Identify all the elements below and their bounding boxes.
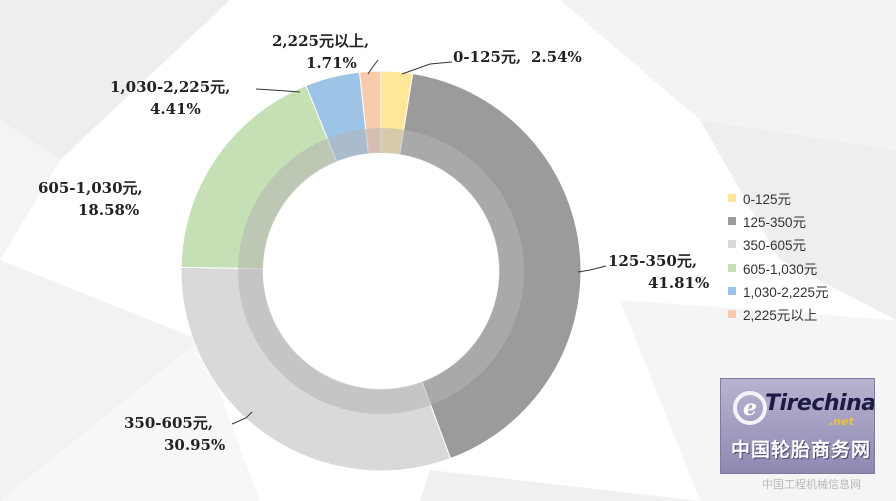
legend-swatch	[728, 263, 736, 272]
legend-label: 350-605元	[743, 238, 807, 254]
legend-item: 2,225元以上	[728, 302, 829, 325]
slice-label-percent: 1.71%	[306, 54, 357, 72]
legend-item: 605-1,030元	[728, 256, 829, 279]
slice-labels: 0-125元, 2.54% 125-350元, 41.81% 350-605元, 30.9…	[38, 32, 709, 454]
legend-swatch	[728, 310, 736, 319]
slice-label-category: 605-1,030元,	[38, 179, 143, 197]
leader-line	[255, 88, 301, 93]
slice-label: 0-125元, 2.54%	[453, 48, 582, 66]
slice-label-percent: 2.54%	[531, 48, 582, 66]
legend-label: 1,030-2,225元	[743, 284, 829, 300]
slice-label: 1,030-2,225元, 4.41%	[110, 78, 230, 118]
logo-e-mark: e	[733, 391, 767, 425]
slice-label: 605-1,030元, 18.58%	[38, 179, 143, 219]
logo-brand: Tirechina	[765, 391, 875, 416]
legend-item: 1,030-2,225元	[728, 279, 829, 302]
legend-item: 125-350元	[728, 209, 829, 232]
legend-label: 125-350元	[743, 214, 807, 230]
tirechina-logo: e Tirechina .net 中国轮胎商务网	[720, 378, 875, 474]
legend-label: 605-1,030元	[743, 261, 818, 277]
legend-swatch	[728, 240, 736, 249]
leader-line	[577, 265, 607, 273]
logo-chinese-name: 中国轮胎商务网	[731, 439, 872, 461]
slice-label: 125-350元, 41.81%	[608, 252, 709, 292]
legend-item: 0-125元	[728, 186, 829, 209]
slice-label-category: 125-350元,	[608, 252, 697, 270]
legend-item: 350-605元	[728, 233, 829, 256]
legend-swatch	[728, 216, 736, 225]
slice-label-percent: 18.58%	[78, 201, 139, 219]
slice-label: 2,225元以上, 1.71%	[272, 32, 369, 72]
legend-swatch	[728, 193, 736, 202]
leader-lines	[231, 59, 607, 425]
watermark: 中国工程机械信息网	[762, 478, 861, 491]
legend-label: 0-125元	[743, 191, 792, 207]
slice-label-category: 2,225元以上,	[272, 32, 369, 50]
legend-label: 2,225元以上	[743, 308, 818, 324]
legend: 0-125元 125-350元 350-605元 605-1,030元 1,03…	[728, 186, 829, 326]
slice-label-category: 1,030-2,225元,	[110, 78, 230, 96]
slice-label: 350-605元, 30.95%	[124, 414, 225, 454]
slice-label-category: 350-605元,	[124, 414, 213, 432]
slice-label-percent: 4.41%	[150, 100, 201, 118]
center-hole	[263, 153, 499, 389]
leader-line	[231, 411, 253, 425]
leader-line	[401, 61, 453, 75]
leader-line	[367, 59, 379, 75]
slice-label-category: 0-125元,	[453, 48, 521, 66]
legend-swatch	[728, 286, 736, 295]
slice-label-percent: 41.81%	[648, 274, 709, 292]
slice-label-percent: 30.95%	[164, 436, 225, 454]
logo-domain-suffix: .net	[829, 415, 854, 428]
